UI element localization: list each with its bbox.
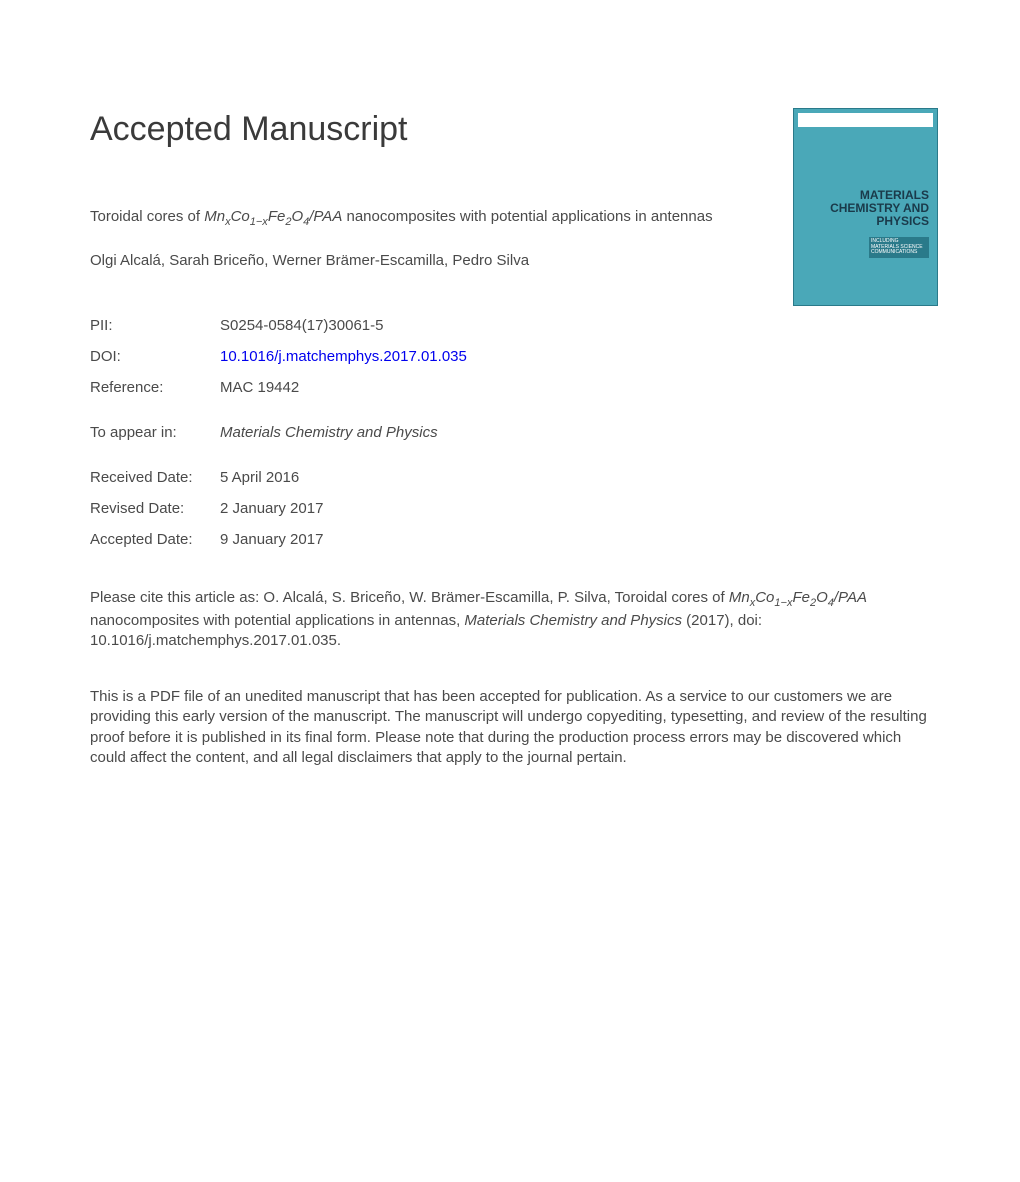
- received-label: Received Date:: [90, 469, 220, 486]
- accepted-value: 9 January 2017: [220, 531, 323, 548]
- citation-block: Please cite this article as: O. Alcalá, …: [90, 588, 930, 651]
- meta-row-doi: DOI: 10.1016/j.matchemphys.2017.01.035: [90, 348, 940, 365]
- metadata-table: PII: S0254-0584(17)30061-5 DOI: 10.1016/…: [90, 317, 940, 548]
- pii-value: S0254-0584(17)30061-5: [220, 317, 383, 334]
- cover-top-strip: [798, 113, 933, 127]
- title-suffix: nanocomposites with potential applicatio…: [342, 208, 712, 225]
- title-prefix: Toroidal cores of: [90, 208, 204, 225]
- citation-journal: Materials Chemistry and Physics: [464, 612, 682, 629]
- article-title: Toroidal cores of MnxCo1−xFe2O4/PAA nano…: [90, 207, 760, 230]
- cover-subtitle: INCLUDING MATERIALS SCIENCE COMMUNICATIO…: [869, 237, 929, 258]
- meta-row-appear: To appear in: Materials Chemistry and Ph…: [90, 424, 940, 441]
- disclaimer-text: This is a PDF file of an unedited manusc…: [90, 687, 930, 768]
- citation-mid: nanocomposites with potential applicatio…: [90, 612, 464, 629]
- cover-journal-name: MATERIALS CHEMISTRY AND PHYSICS: [830, 189, 929, 229]
- title-chemical-formula: MnxCo1−xFe2O4/PAA: [204, 208, 342, 225]
- accepted-label: Accepted Date:: [90, 531, 220, 548]
- appear-label: To appear in:: [90, 424, 220, 441]
- received-value: 5 April 2016: [220, 469, 299, 486]
- cover-line-3: PHYSICS: [830, 215, 929, 228]
- revised-value: 2 January 2017: [220, 500, 323, 517]
- citation-prefix: Please cite this article as: O. Alcalá, …: [90, 589, 729, 606]
- meta-row-received: Received Date: 5 April 2016: [90, 469, 940, 486]
- meta-row-pii: PII: S0254-0584(17)30061-5: [90, 317, 940, 334]
- meta-row-revised: Revised Date: 2 January 2017: [90, 500, 940, 517]
- meta-row-reference: Reference: MAC 19442: [90, 379, 940, 396]
- revised-label: Revised Date:: [90, 500, 220, 517]
- reference-label: Reference:: [90, 379, 220, 396]
- doi-link[interactable]: 10.1016/j.matchemphys.2017.01.035: [220, 348, 467, 365]
- pii-label: PII:: [90, 317, 220, 334]
- citation-chemical-formula: MnxCo1−xFe2O4/PAA: [729, 589, 867, 606]
- appear-value: Materials Chemistry and Physics: [220, 424, 438, 441]
- meta-row-accepted: Accepted Date: 9 January 2017: [90, 531, 940, 548]
- reference-value: MAC 19442: [220, 379, 299, 396]
- doi-label: DOI:: [90, 348, 220, 365]
- journal-cover-thumbnail: MATERIALS CHEMISTRY AND PHYSICS INCLUDIN…: [793, 108, 938, 306]
